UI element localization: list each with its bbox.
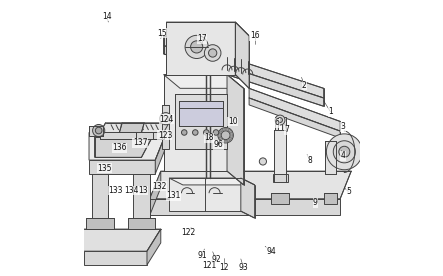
Circle shape — [221, 131, 230, 140]
Polygon shape — [163, 46, 324, 106]
Text: 6: 6 — [274, 118, 279, 127]
Text: 91: 91 — [198, 251, 207, 260]
Text: 123: 123 — [158, 131, 172, 140]
Text: 96: 96 — [214, 140, 224, 149]
Polygon shape — [169, 178, 241, 211]
Polygon shape — [166, 22, 235, 75]
Text: 136: 136 — [112, 143, 127, 152]
Text: 10: 10 — [228, 117, 237, 126]
Circle shape — [159, 113, 172, 125]
Polygon shape — [324, 193, 338, 204]
Polygon shape — [150, 171, 161, 215]
Text: 7: 7 — [284, 125, 289, 134]
Polygon shape — [282, 117, 286, 130]
Polygon shape — [166, 22, 249, 36]
Polygon shape — [89, 132, 166, 160]
Circle shape — [204, 45, 221, 61]
Circle shape — [193, 130, 198, 135]
Text: 8: 8 — [307, 156, 312, 164]
Text: 5: 5 — [346, 187, 351, 196]
Text: 133: 133 — [108, 186, 123, 195]
Polygon shape — [83, 251, 147, 265]
Text: 17: 17 — [198, 34, 207, 43]
Circle shape — [213, 130, 219, 135]
Text: 92: 92 — [211, 255, 221, 264]
Polygon shape — [128, 218, 155, 229]
Text: 12: 12 — [220, 263, 229, 272]
Polygon shape — [272, 174, 288, 182]
Text: 124: 124 — [159, 115, 174, 124]
Circle shape — [259, 158, 267, 165]
Polygon shape — [175, 94, 227, 149]
Polygon shape — [155, 132, 166, 174]
Polygon shape — [94, 137, 152, 157]
Text: 2: 2 — [302, 81, 307, 90]
Polygon shape — [235, 22, 249, 88]
Polygon shape — [136, 132, 152, 139]
Polygon shape — [147, 229, 161, 265]
Polygon shape — [163, 75, 244, 88]
Polygon shape — [100, 132, 163, 139]
Text: 9: 9 — [313, 198, 318, 207]
Polygon shape — [275, 117, 278, 130]
Text: 15: 15 — [157, 29, 167, 38]
Text: 131: 131 — [166, 192, 180, 200]
Circle shape — [339, 146, 350, 157]
Circle shape — [218, 128, 233, 143]
Circle shape — [185, 35, 208, 59]
Circle shape — [163, 115, 169, 122]
Polygon shape — [163, 36, 324, 98]
Text: 1: 1 — [328, 107, 333, 116]
Circle shape — [204, 130, 209, 135]
Polygon shape — [150, 199, 340, 215]
Polygon shape — [89, 126, 103, 136]
Polygon shape — [325, 141, 336, 174]
Polygon shape — [241, 178, 255, 218]
Text: 18: 18 — [204, 134, 214, 142]
Polygon shape — [163, 75, 227, 171]
Text: 94: 94 — [266, 247, 276, 256]
Circle shape — [182, 130, 187, 135]
Text: 4: 4 — [341, 152, 346, 160]
Circle shape — [333, 141, 355, 163]
Text: 135: 135 — [97, 164, 112, 173]
Text: 122: 122 — [181, 228, 195, 237]
Polygon shape — [249, 98, 340, 138]
Polygon shape — [83, 229, 161, 251]
Text: 14: 14 — [102, 12, 112, 21]
Polygon shape — [249, 88, 340, 131]
Polygon shape — [169, 178, 255, 185]
Polygon shape — [227, 75, 244, 185]
Polygon shape — [271, 193, 289, 204]
Polygon shape — [86, 218, 114, 229]
Polygon shape — [100, 123, 169, 132]
Polygon shape — [179, 101, 223, 126]
Polygon shape — [162, 105, 169, 149]
Polygon shape — [92, 174, 109, 218]
Circle shape — [326, 134, 362, 170]
Polygon shape — [133, 174, 150, 218]
Circle shape — [275, 115, 285, 125]
Polygon shape — [89, 160, 155, 174]
Text: 93: 93 — [239, 263, 249, 272]
Text: 3: 3 — [341, 123, 346, 131]
Text: 132: 132 — [152, 182, 167, 191]
Text: 134: 134 — [124, 186, 139, 195]
Circle shape — [209, 49, 217, 57]
Polygon shape — [150, 171, 351, 199]
Polygon shape — [119, 123, 144, 132]
Circle shape — [93, 124, 105, 137]
Polygon shape — [274, 130, 286, 174]
Text: 137: 137 — [133, 138, 148, 147]
Circle shape — [277, 118, 283, 123]
Circle shape — [95, 127, 102, 134]
Text: 121: 121 — [202, 261, 216, 270]
Text: 16: 16 — [250, 31, 260, 40]
Text: 13: 13 — [138, 186, 148, 195]
Circle shape — [190, 41, 203, 53]
